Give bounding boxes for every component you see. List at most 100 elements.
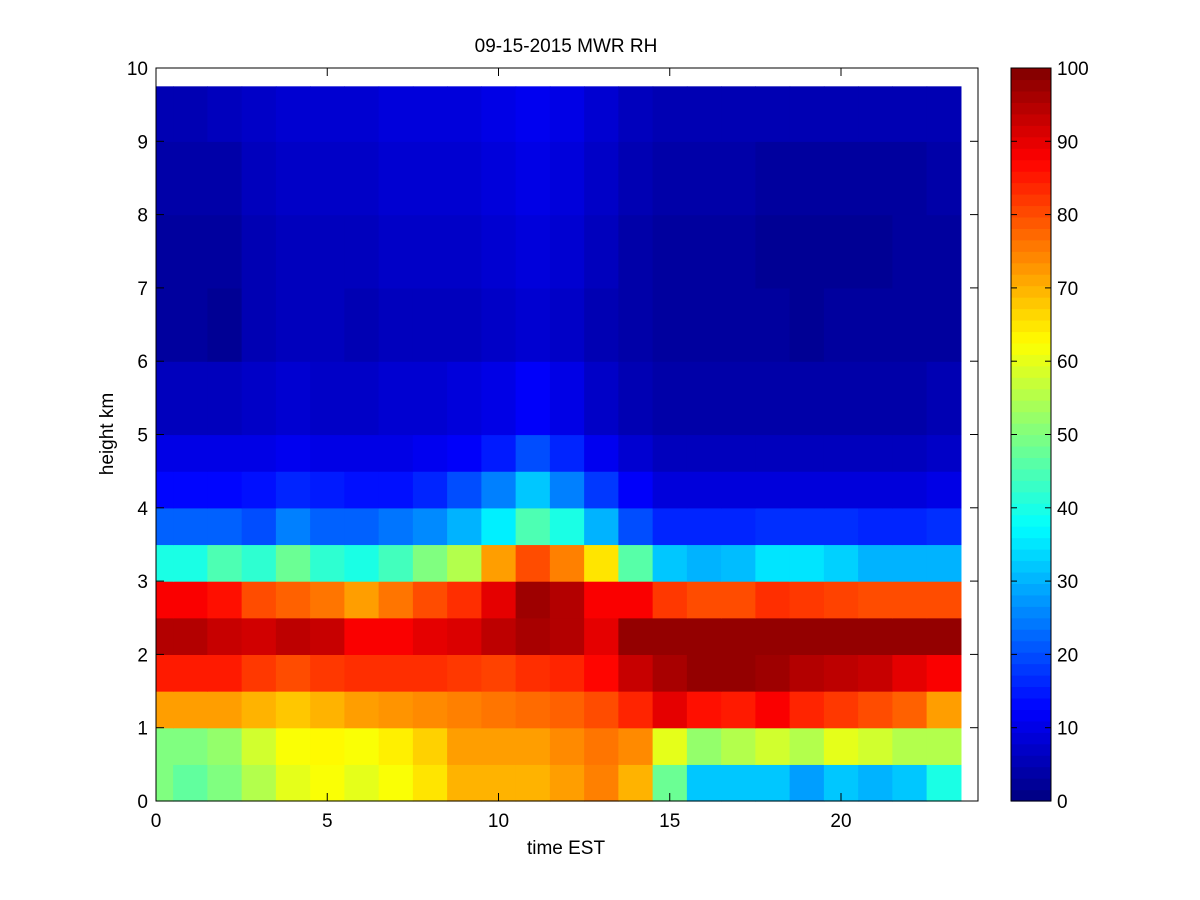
colorbar-band	[1011, 262, 1051, 275]
heatmap-cell	[207, 507, 243, 546]
heatmap-cell	[721, 727, 756, 765]
heatmap-cell	[892, 581, 928, 619]
heatmap-cell	[241, 691, 277, 729]
heatmap-cell	[275, 654, 311, 692]
heatmap-cell	[618, 86, 654, 142]
heatmap-cell	[584, 287, 619, 362]
colorbar-band	[1011, 308, 1051, 321]
y-tick-label: 10	[127, 59, 148, 80]
heatmap-cell	[858, 214, 893, 289]
heatmap-cell	[207, 617, 243, 655]
colorbar-band	[1011, 148, 1051, 161]
heatmap-cell	[892, 617, 928, 655]
colorbar-band	[1011, 720, 1051, 733]
heatmap-cell	[156, 691, 174, 729]
colorbar-band	[1011, 113, 1051, 126]
heatmap-cell	[926, 507, 962, 546]
heatmap-cell	[241, 507, 277, 546]
heatmap-cell	[310, 141, 345, 216]
heatmap-cell	[412, 617, 448, 655]
heatmap-cell	[823, 617, 859, 655]
heatmap-cell	[310, 214, 345, 289]
heatmap-cell	[721, 581, 756, 619]
heatmap-cell	[755, 434, 791, 472]
colorbar-band	[1011, 571, 1051, 584]
heatmap-cell	[275, 727, 311, 765]
heatmap-cell	[858, 617, 893, 655]
heatmap-cell	[156, 727, 174, 765]
heatmap-cell	[823, 141, 859, 216]
colorbar-band	[1011, 400, 1051, 413]
heatmap-cell	[515, 617, 551, 655]
heatmap-cell	[275, 361, 311, 436]
y-tick-label: 5	[137, 426, 148, 447]
heatmap-cell	[652, 544, 688, 582]
colorbar-band	[1011, 342, 1051, 355]
colorbar-band	[1011, 297, 1051, 310]
heatmap-cell	[481, 86, 517, 142]
heatmap-cell	[378, 507, 414, 546]
heatmap-cell	[344, 581, 380, 619]
heatmap-cell	[156, 581, 174, 619]
heatmap-cell	[447, 141, 482, 216]
heatmap-cell	[156, 86, 174, 142]
heatmap-cell	[686, 507, 722, 546]
heatmap-cell	[156, 287, 174, 362]
colorbar-band	[1011, 606, 1051, 619]
heatmap-cell	[156, 434, 174, 472]
heatmap-cell	[892, 287, 928, 362]
heatmap-cell	[926, 581, 962, 619]
heatmap-cell	[584, 727, 619, 765]
heatmap-cell	[926, 434, 962, 472]
heatmap-cell	[481, 544, 517, 582]
heatmap-cell	[173, 507, 208, 546]
heatmap-cell	[412, 727, 448, 765]
heatmap-cell	[892, 141, 928, 216]
heatmap-cell	[481, 141, 517, 216]
heatmap-cell	[173, 214, 208, 289]
heatmap-cell	[378, 617, 414, 655]
heatmap-cell	[652, 691, 688, 729]
y-tick-label: 9	[137, 132, 148, 153]
heatmap-cell	[241, 727, 277, 765]
heatmap-cell	[549, 727, 585, 765]
heatmap-cell	[447, 86, 482, 142]
colorbar-band	[1011, 732, 1051, 745]
colorbar-band	[1011, 331, 1051, 344]
heatmap-cell	[721, 361, 756, 436]
heatmap-cell	[789, 287, 825, 362]
heatmap-cell	[241, 214, 277, 289]
heatmap-cell	[686, 214, 722, 289]
heatmap-cell	[892, 471, 928, 509]
heatmap-cell	[618, 434, 654, 472]
heatmap-cell	[481, 617, 517, 655]
heatmap-cell	[755, 617, 791, 655]
heatmap-cell	[173, 727, 208, 765]
heatmap-cell	[378, 434, 414, 472]
colorbar-band	[1011, 90, 1051, 103]
heatmap-cell	[686, 544, 722, 582]
heatmap-cell	[481, 581, 517, 619]
heatmap-cell	[584, 544, 619, 582]
heatmap-cell	[721, 507, 756, 546]
heatmap-cell	[686, 691, 722, 729]
heatmap-cell	[173, 617, 208, 655]
colorbar-band	[1011, 697, 1051, 710]
heatmap-cell	[481, 361, 517, 436]
y-axis-label: height km	[97, 393, 118, 475]
heatmap-cell	[275, 141, 311, 216]
heatmap-cell	[549, 617, 585, 655]
heatmap-cell	[549, 214, 585, 289]
heatmap-cell	[789, 617, 825, 655]
heatmap-cell	[344, 287, 380, 362]
y-tick-label: 2	[137, 645, 148, 666]
heatmap-cell	[378, 86, 414, 142]
y-axis-ticks: 0 1 2 3 4 5 6 7 8 9 10	[127, 59, 978, 813]
heatmap-cell	[652, 617, 688, 655]
heatmap-cell	[652, 434, 688, 472]
colorbar-gradient	[1011, 68, 1051, 802]
heatmap-cell	[823, 86, 859, 142]
heatmap-cell	[686, 654, 722, 692]
colorbar-band	[1011, 365, 1051, 378]
heatmap-cell	[618, 764, 654, 802]
